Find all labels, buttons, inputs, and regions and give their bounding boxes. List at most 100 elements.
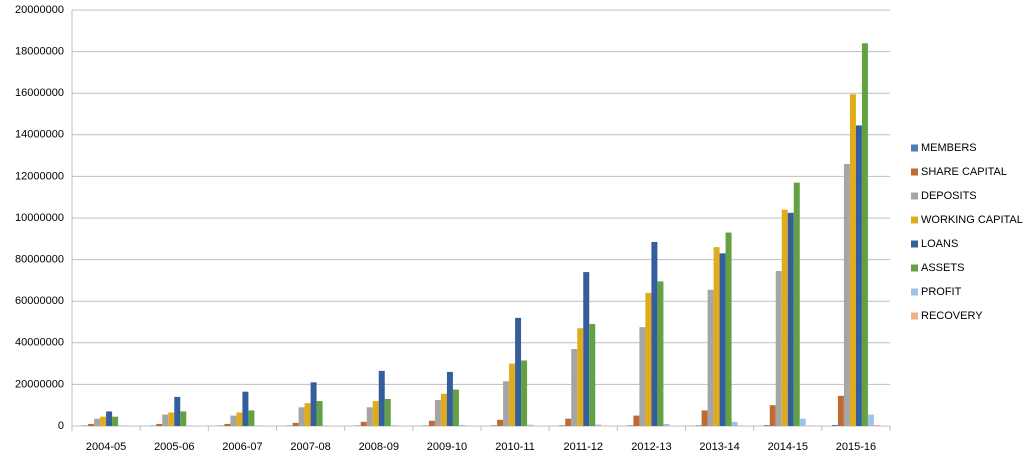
bar: [645, 293, 651, 426]
x-tick-label: 2011-12: [563, 441, 603, 453]
y-tick-label: 20000000: [15, 4, 64, 16]
bar: [732, 422, 738, 426]
legend-label: MEMBERS: [921, 142, 977, 154]
legend-swatch: [911, 313, 918, 320]
bar: [248, 410, 254, 426]
bar: [94, 419, 100, 426]
bar: [571, 349, 577, 426]
y-tick-label: 18000000: [15, 46, 64, 58]
y-tick-label: 60000000: [15, 295, 64, 307]
bar: [112, 417, 118, 426]
y-tick-label: 40000000: [15, 337, 64, 349]
bar: [788, 213, 794, 426]
bar: [242, 392, 248, 426]
bar: [435, 400, 441, 426]
bar: [838, 396, 844, 426]
bar: [88, 424, 94, 426]
bar: [583, 272, 589, 426]
bar: [236, 412, 242, 426]
bar: [726, 233, 732, 426]
bar: [527, 425, 533, 426]
bar: [565, 419, 571, 426]
bar: [770, 405, 776, 426]
bar: [782, 210, 788, 426]
bar: [639, 327, 645, 426]
bar: [118, 425, 124, 426]
bar: [794, 183, 800, 426]
bar: [559, 425, 565, 426]
bar: [373, 401, 379, 426]
bar: [627, 425, 633, 426]
bar: [293, 423, 299, 426]
bar: [515, 318, 521, 426]
bar: [720, 253, 726, 426]
bar: [491, 425, 497, 426]
bar: [230, 416, 236, 426]
bar: [497, 420, 503, 426]
bar: [862, 43, 868, 426]
bar: [595, 425, 601, 426]
bar: [186, 425, 192, 426]
bar: [577, 328, 583, 426]
legend-label: LOANS: [921, 238, 958, 250]
bar: [868, 415, 874, 426]
x-tick-label: 2013-14: [699, 441, 739, 453]
bar: [174, 397, 180, 426]
bar: [361, 422, 367, 426]
bar: [633, 416, 639, 426]
bar: [367, 407, 373, 426]
bar: [708, 290, 714, 426]
bar: [391, 425, 397, 426]
bar: [738, 425, 744, 426]
x-tick-label: 2010-11: [495, 441, 535, 453]
x-tick-label: 2009-10: [427, 441, 467, 453]
bar: [651, 242, 657, 426]
bar: [156, 424, 162, 426]
bar: [299, 407, 305, 426]
legend-swatch: [911, 289, 918, 296]
legend-swatch: [911, 145, 918, 152]
legend-label: SHARE CAPITAL: [921, 166, 1007, 178]
y-tick-label: 80000000: [15, 254, 64, 266]
x-tick-label: 2008-09: [359, 441, 399, 453]
bar: [874, 425, 880, 426]
bar: [180, 411, 186, 426]
legend-swatch: [911, 265, 918, 272]
bar: [832, 425, 838, 426]
x-tick-label: 2004-05: [86, 441, 126, 453]
x-tick-label: 2005-06: [154, 441, 194, 453]
legend-label: DEPOSITS: [921, 190, 977, 202]
y-tick-label: 12000000: [15, 170, 64, 182]
legend-label: ASSETS: [921, 262, 964, 274]
y-tick-label: 16000000: [15, 87, 64, 99]
legend-swatch: [911, 217, 918, 224]
y-tick-label: 10000000: [15, 212, 64, 224]
bar: [106, 411, 112, 426]
bar: [806, 425, 812, 426]
bar: [850, 94, 856, 426]
bar: [459, 425, 465, 426]
bar: [856, 125, 862, 426]
bar: [379, 371, 385, 426]
bar: [509, 364, 515, 426]
bar: [657, 281, 663, 426]
legend-swatch: [911, 193, 918, 200]
x-tick-label: 2012-13: [631, 441, 671, 453]
legend-label: PROFIT: [921, 286, 962, 298]
bar: [323, 425, 329, 426]
bar: [800, 419, 806, 426]
bar: [521, 360, 527, 426]
bar: [100, 417, 106, 426]
bar: [305, 403, 311, 426]
bar: [429, 421, 435, 426]
bar: [589, 324, 595, 426]
legend-swatch: [911, 169, 918, 176]
bar: [776, 271, 782, 426]
bar: [441, 394, 447, 426]
bar: [503, 381, 509, 426]
x-tick-label: 2014-15: [768, 441, 808, 453]
legend-swatch: [911, 241, 918, 248]
y-tick-label: 20000000: [15, 378, 64, 390]
bar: [224, 424, 230, 426]
